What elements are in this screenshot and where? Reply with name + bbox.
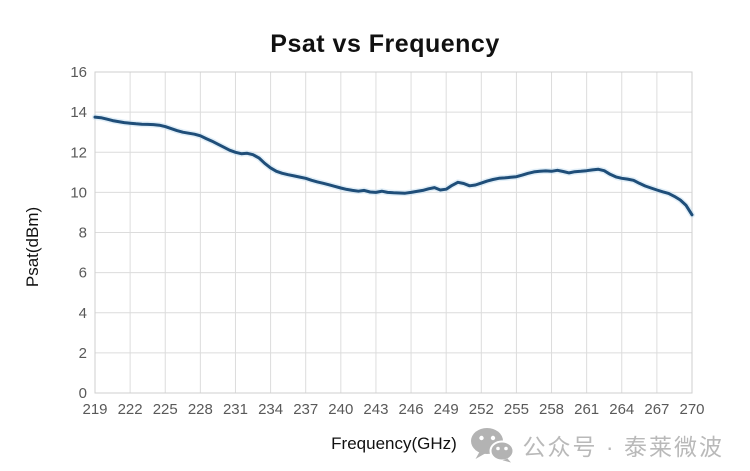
y-tick-label: 0	[79, 385, 87, 402]
y-tick-label: 2	[79, 345, 87, 362]
y-tick-label: 12	[70, 144, 87, 161]
x-tick-label: 261	[574, 401, 599, 418]
x-tick-label: 240	[328, 401, 353, 418]
x-tick-label: 258	[539, 401, 564, 418]
watermark-text: 公众号 · 泰莱微波	[522, 434, 724, 460]
x-tick-label: 225	[153, 401, 178, 418]
y-tick-label: 6	[79, 265, 87, 282]
x-tick-label: 249	[434, 401, 459, 418]
x-tick-label: 252	[469, 401, 494, 418]
x-tick-label: 246	[399, 401, 424, 418]
x-tick-label: 267	[644, 401, 669, 418]
x-tick-label: 228	[188, 401, 213, 418]
x-tick-label: 270	[679, 401, 704, 418]
psat-series-line	[93, 115, 694, 217]
x-tick-label: 234	[258, 401, 283, 418]
y-tick-label: 4	[79, 305, 87, 322]
y-tick-label: 8	[79, 225, 87, 242]
x-tick-label: 222	[118, 401, 143, 418]
x-tick-label: 255	[504, 401, 529, 418]
x-tick-label: 264	[609, 401, 634, 418]
x-tick-label: 237	[293, 401, 318, 418]
chart-title: Psat vs Frequency	[270, 30, 500, 58]
wechat-icon	[470, 428, 514, 463]
watermark: 公众号 · 泰莱微波	[470, 427, 724, 463]
y-tick-label: 14	[70, 104, 87, 121]
y-tick-label: 16	[70, 64, 87, 81]
y-tick-label: 10	[70, 184, 87, 201]
x-tick-label: 231	[223, 401, 248, 418]
plot-border	[94, 71, 693, 394]
y-axis-title: Psat(dBm)	[23, 206, 42, 288]
x-tick-label: 243	[363, 401, 388, 418]
x-axis-title: Frequency(GHz)	[331, 434, 457, 453]
x-tick-label: 219	[82, 401, 107, 418]
